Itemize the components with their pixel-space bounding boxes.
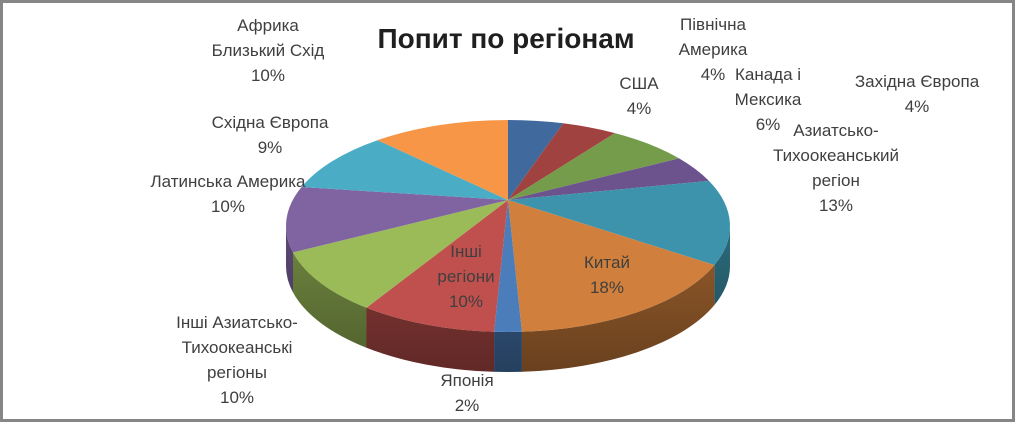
pie-tops bbox=[286, 119, 730, 333]
chart-title: Попит по регіонам bbox=[377, 23, 635, 54]
pie-rim-shade bbox=[286, 226, 730, 372]
pie-slice-6[interactable] bbox=[494, 200, 522, 333]
rim-shade-overlay bbox=[286, 226, 730, 372]
pie-slice-4[interactable] bbox=[508, 180, 730, 265]
pie-slice-3[interactable] bbox=[508, 158, 709, 200]
pie-slice-2[interactable] bbox=[508, 133, 680, 200]
pie-slice-1[interactable] bbox=[508, 123, 615, 200]
pie-slice-10[interactable] bbox=[301, 140, 508, 200]
pie-slice-11[interactable] bbox=[377, 119, 509, 200]
pie-slice-0[interactable] bbox=[508, 119, 564, 200]
pie-slice-7[interactable] bbox=[366, 200, 509, 332]
pie-slice-9[interactable] bbox=[286, 187, 508, 253]
pie-slice-5[interactable] bbox=[508, 200, 715, 332]
pie-slice-8[interactable] bbox=[293, 200, 508, 308]
